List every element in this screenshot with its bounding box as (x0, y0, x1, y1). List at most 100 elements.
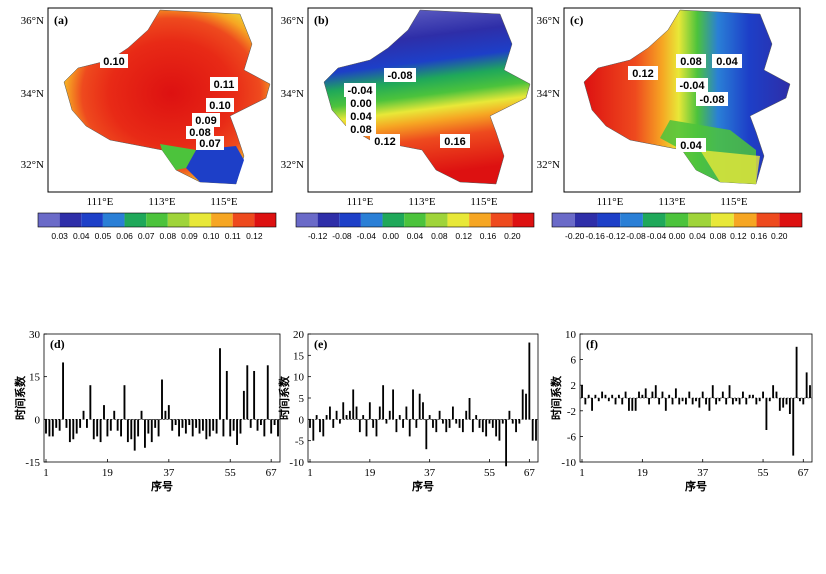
bar (256, 419, 259, 431)
bar (708, 398, 711, 411)
colorbar-swatch (59, 213, 82, 227)
bar (768, 398, 771, 402)
map-panel-b: (b) 36°N 34°N 32°N 111°E 113°E 115°E -0.… (281, 7, 533, 208)
x-tick-label: 55 (758, 467, 770, 479)
colorbar-swatch (779, 213, 802, 227)
bar (225, 370, 228, 420)
lat-tick-label: 32°N (21, 159, 44, 171)
y-tick-label: 20 (293, 329, 305, 341)
bar (154, 419, 157, 428)
bar (621, 398, 624, 405)
colorbar-swatch (189, 213, 212, 227)
bar (395, 419, 398, 433)
lon-tick-label: 113°E (408, 196, 435, 208)
colorbar-a: 0.03 0.04 0.05 0.06 0.07 0.08 0.09 0.10 0.11 0.12 (37, 212, 277, 241)
y-tick-label: 2 (571, 380, 577, 392)
bar (614, 398, 617, 405)
x-tick-label: 67 (798, 467, 810, 479)
bar (338, 419, 341, 424)
bar (249, 419, 252, 428)
bar (778, 398, 781, 411)
bar (137, 419, 140, 437)
bar (681, 398, 684, 402)
bar (120, 419, 122, 437)
colorbar-tick-label: -0.20 (565, 231, 585, 241)
bar (229, 419, 232, 437)
y-tick-label: 6 (571, 355, 577, 367)
colorbar-swatch (404, 213, 426, 227)
lon-ticks: 111°E 113°E 115°E (597, 196, 748, 208)
contour-label: 0.16 (444, 136, 465, 148)
colorbar-swatch (711, 213, 734, 227)
bar (86, 419, 88, 428)
y-axis-label: 时间系数 (549, 375, 563, 420)
colorbar-swatch (38, 213, 60, 227)
colorbar-swatch (317, 213, 340, 227)
blue-region (186, 146, 244, 184)
bar (611, 394, 614, 398)
x-tick-label: 19 (364, 467, 376, 479)
y-tick-label: 15 (29, 372, 41, 384)
bar (412, 389, 414, 420)
bar (475, 415, 478, 420)
bar (140, 410, 143, 420)
plot-frame (307, 333, 539, 463)
bar (485, 419, 488, 437)
bar (195, 419, 198, 428)
lat-tick-label: 36°N (537, 15, 560, 27)
bar (368, 402, 371, 420)
colorbar-swatch (642, 213, 666, 227)
lat-ticks: 36°N 34°N 32°N (537, 15, 560, 171)
bar (113, 410, 116, 420)
bar (355, 406, 358, 420)
contour-label: -0.04 (347, 85, 373, 97)
bar (718, 398, 721, 402)
colorbar-swatch (382, 213, 405, 227)
bar (478, 419, 481, 428)
contour-label: 0.10 (103, 56, 124, 68)
bar (191, 419, 194, 437)
bar (55, 419, 58, 428)
bar (219, 348, 221, 420)
lat-tick-label: 34°N (537, 88, 560, 100)
bar (365, 419, 368, 437)
colorbar-tick-label: 0.16 (751, 231, 768, 241)
x-tick-label: 37 (697, 467, 709, 479)
bar (455, 419, 458, 424)
colorbar-swatch (360, 213, 383, 227)
colorbar-swatch (296, 213, 318, 227)
y-tick-label: -10 (289, 457, 304, 469)
contour-label: 0.08 (680, 56, 701, 68)
bar (528, 342, 531, 420)
bar (109, 419, 112, 431)
lon-tick-label: 115°E (210, 196, 237, 208)
bar (451, 406, 454, 420)
lat-ticks: 36°N 34°N 32°N (21, 15, 44, 171)
bar (809, 385, 811, 398)
colorbar-swatch (167, 213, 190, 227)
colorbar-swatch (146, 213, 168, 227)
y-tick-label: 0 (35, 414, 41, 426)
lat-tick-label: 36°N (281, 15, 304, 27)
bar (661, 391, 664, 398)
bar (352, 389, 355, 420)
colorbar-tick-label: 0.06 (116, 231, 133, 241)
colorbar-swatch (447, 213, 470, 227)
y-tick-label: 0 (299, 414, 305, 426)
colorbar-tick-label: 0.00 (382, 231, 399, 241)
colorbar-tick-label: 0.05 (95, 231, 112, 241)
bar (765, 398, 768, 430)
bar (239, 419, 242, 434)
bar (48, 419, 51, 437)
bar (728, 385, 731, 398)
bar (329, 406, 331, 420)
x-axis-label: 序号 (685, 479, 707, 493)
bar (174, 419, 177, 426)
southern-yellow-region (700, 150, 760, 184)
bar (208, 419, 211, 437)
bar (525, 393, 527, 420)
bar (674, 388, 677, 398)
bar (624, 391, 627, 398)
y-tick-label: -15 (25, 457, 40, 469)
